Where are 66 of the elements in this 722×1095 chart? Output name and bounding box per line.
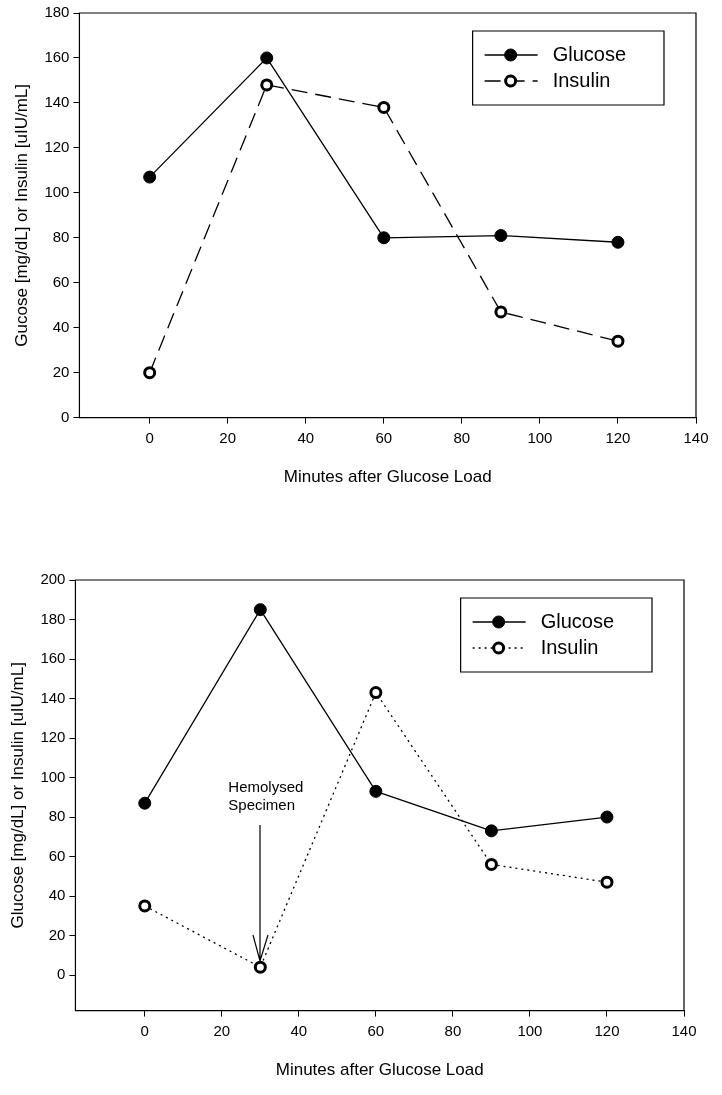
point — [600, 810, 614, 824]
y-tick-label: 160 — [44, 48, 70, 66]
x-tick-label: 100 — [517, 1021, 543, 1039]
point — [260, 51, 274, 65]
x-tick-label: 140 — [683, 428, 709, 446]
point — [611, 235, 625, 249]
x-tick-label: 100 — [527, 428, 553, 446]
y-tick-label: 40 — [48, 886, 66, 904]
x-tick-label: 20 — [213, 1021, 231, 1039]
y-tick-label: 200 — [40, 570, 66, 588]
x-tick-label: 40 — [297, 428, 315, 446]
point — [253, 960, 267, 974]
x-tick-label: 20 — [219, 428, 237, 446]
y-tick-label: 80 — [52, 227, 70, 245]
legend-label: Glucose — [552, 42, 627, 65]
annotation: Hemolysed Specimen — [228, 778, 304, 814]
x-tick-label: 80 — [444, 1021, 462, 1039]
x-tick-label: 60 — [375, 428, 393, 446]
point — [494, 305, 508, 319]
y-tick-label: 0 — [57, 965, 66, 983]
x-tick-label: 80 — [453, 428, 471, 446]
y-tick-label: 180 — [40, 609, 66, 627]
point — [484, 824, 498, 838]
x-tick-label: 0 — [140, 1021, 149, 1039]
x-tick-label: 140 — [671, 1021, 697, 1039]
point — [369, 784, 383, 798]
y-tick-label: 160 — [40, 649, 66, 667]
x-tick-label: 120 — [594, 1021, 620, 1039]
point — [494, 229, 508, 243]
point — [143, 170, 157, 184]
y-axis-title: Gucose [mg/dL] or Insulin [uIU/mL] — [11, 83, 31, 347]
y-axis-title: Glucose [mg/dL] or Insulin [uIU/mL] — [7, 662, 27, 929]
point — [611, 334, 625, 348]
y-tick-label: 100 — [40, 767, 66, 785]
x-tick-label: 60 — [367, 1021, 385, 1039]
point — [260, 78, 274, 92]
point — [253, 603, 267, 617]
y-tick-label: 120 — [40, 728, 66, 746]
x-tick-label: 0 — [145, 428, 154, 446]
point — [143, 366, 157, 380]
y-tick-label: 140 — [44, 93, 70, 111]
y-tick-label: 40 — [52, 317, 70, 335]
point — [377, 231, 391, 245]
x-tick-label: 120 — [605, 428, 631, 446]
y-tick-label: 100 — [44, 182, 70, 200]
y-tick-label: 20 — [48, 925, 66, 943]
x-tick-label: 40 — [290, 1021, 308, 1039]
point — [600, 875, 614, 889]
y-tick-label: 60 — [52, 272, 70, 290]
point — [138, 796, 152, 810]
y-tick-label: 60 — [48, 846, 66, 864]
x-axis-title: Minutes after Glucose Load — [275, 1060, 484, 1080]
y-tick-label: 180 — [44, 3, 70, 21]
legend-label: Glucose — [540, 609, 615, 632]
y-tick-label: 120 — [44, 138, 70, 156]
point — [377, 100, 391, 114]
legend-label: Insulin — [540, 635, 599, 658]
y-tick-label: 80 — [48, 807, 66, 825]
y-tick-label: 140 — [40, 688, 66, 706]
point — [138, 899, 152, 913]
point — [484, 857, 498, 871]
y-tick-label: 20 — [52, 362, 70, 380]
legend-label: Insulin — [552, 68, 611, 91]
point — [369, 686, 383, 700]
y-tick-label: 0 — [61, 407, 70, 425]
x-axis-title: Minutes after Glucose Load — [283, 467, 492, 487]
